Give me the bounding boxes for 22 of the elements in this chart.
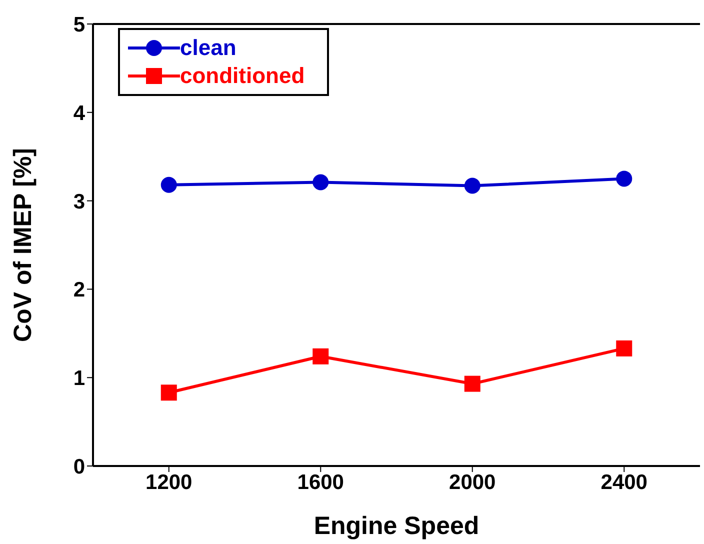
point (616, 340, 632, 356)
point (464, 178, 480, 194)
x-tick-label: 1600 (297, 470, 344, 494)
point (312, 348, 329, 364)
point (616, 170, 632, 187)
y-tick-label: 1 (73, 367, 86, 390)
x-axis-title: Engine Speed (314, 512, 480, 540)
y-tick-label: 4 (73, 102, 86, 125)
legend-label: conditioned (180, 62, 305, 90)
x-tick-label: 2400 (600, 470, 648, 494)
point (160, 384, 177, 401)
legend-label: clean (180, 34, 236, 62)
point (160, 176, 177, 193)
y-tick-label: 2 (73, 278, 85, 302)
y-tick-label: 3 (73, 190, 85, 214)
y-axis-title: CoV of IMEP [%] (8, 148, 37, 342)
point (464, 376, 480, 392)
y-tick-label: 0 (73, 455, 85, 478)
point (312, 174, 329, 190)
y-tick-label: 5 (73, 13, 86, 36)
x-tick-label: 1200 (146, 470, 192, 494)
x-tick-label: 2000 (449, 470, 496, 494)
